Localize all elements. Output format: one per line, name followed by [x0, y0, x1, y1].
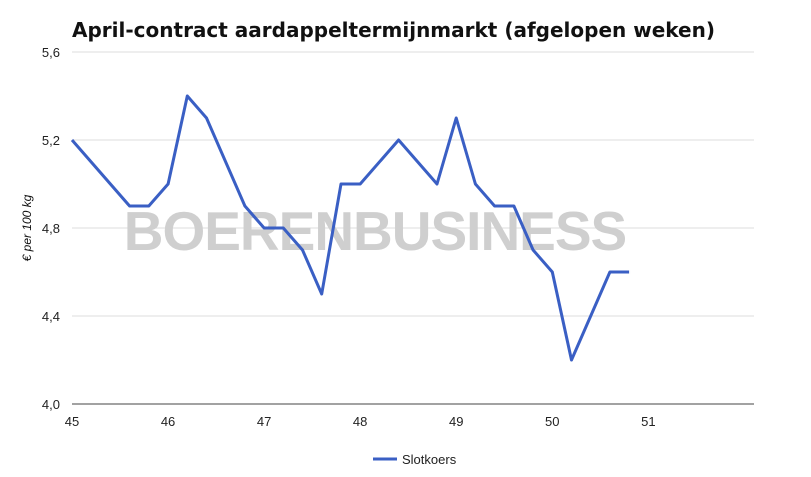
- series-line-slotkoers: [70, 94, 630, 362]
- data-point: [320, 292, 324, 296]
- y-tick-label: 5,2: [42, 133, 60, 148]
- y-tick-label: 4,4: [42, 309, 60, 324]
- x-tick-label: 49: [449, 414, 463, 429]
- data-point: [493, 204, 497, 208]
- legend-label-slotkoers[interactable]: Slotkoers: [402, 452, 457, 467]
- data-point: [397, 138, 401, 142]
- chart-title: April-contract aardappeltermijnmarkt (af…: [72, 18, 715, 42]
- x-tick-label: 46: [161, 414, 175, 429]
- x-tick-label: 51: [641, 414, 655, 429]
- y-tick-label: 5,6: [42, 45, 60, 60]
- data-point: [204, 116, 208, 120]
- data-point: [166, 182, 170, 186]
- legend[interactable]: Slotkoers: [373, 452, 457, 467]
- y-axis-label: € per 100 kg: [20, 194, 34, 261]
- data-point: [262, 226, 266, 230]
- data-point: [70, 138, 74, 142]
- x-tick-label: 48: [353, 414, 367, 429]
- y-tick-label: 4,8: [42, 221, 60, 236]
- data-point: [281, 226, 285, 230]
- y-axis-ticks: 4,0 4,4 4,8 5,2 5,6: [42, 45, 60, 412]
- y-tick-label: 4,0: [42, 397, 60, 412]
- data-point: [512, 204, 516, 208]
- data-point: [147, 204, 151, 208]
- data-point: [435, 182, 439, 186]
- data-point: [243, 204, 247, 208]
- series-group: [70, 94, 631, 362]
- data-point: [608, 270, 612, 274]
- x-tick-label: 50: [545, 414, 559, 429]
- grid-lines: [72, 51, 754, 405]
- data-point: [627, 270, 631, 274]
- data-point: [454, 116, 458, 120]
- data-point: [185, 94, 189, 98]
- watermark: BOERENBUSINESS: [124, 200, 626, 262]
- x-tick-label: 45: [65, 414, 79, 429]
- data-point: [473, 182, 477, 186]
- data-point: [531, 248, 535, 252]
- data-point: [569, 358, 573, 362]
- data-point: [358, 182, 362, 186]
- data-point: [301, 248, 305, 252]
- data-point: [128, 204, 132, 208]
- x-tick-label: 47: [257, 414, 271, 429]
- data-point: [550, 270, 554, 274]
- data-point: [339, 182, 343, 186]
- x-axis-ticks: 45 46 47 48 49 50 51: [65, 414, 656, 429]
